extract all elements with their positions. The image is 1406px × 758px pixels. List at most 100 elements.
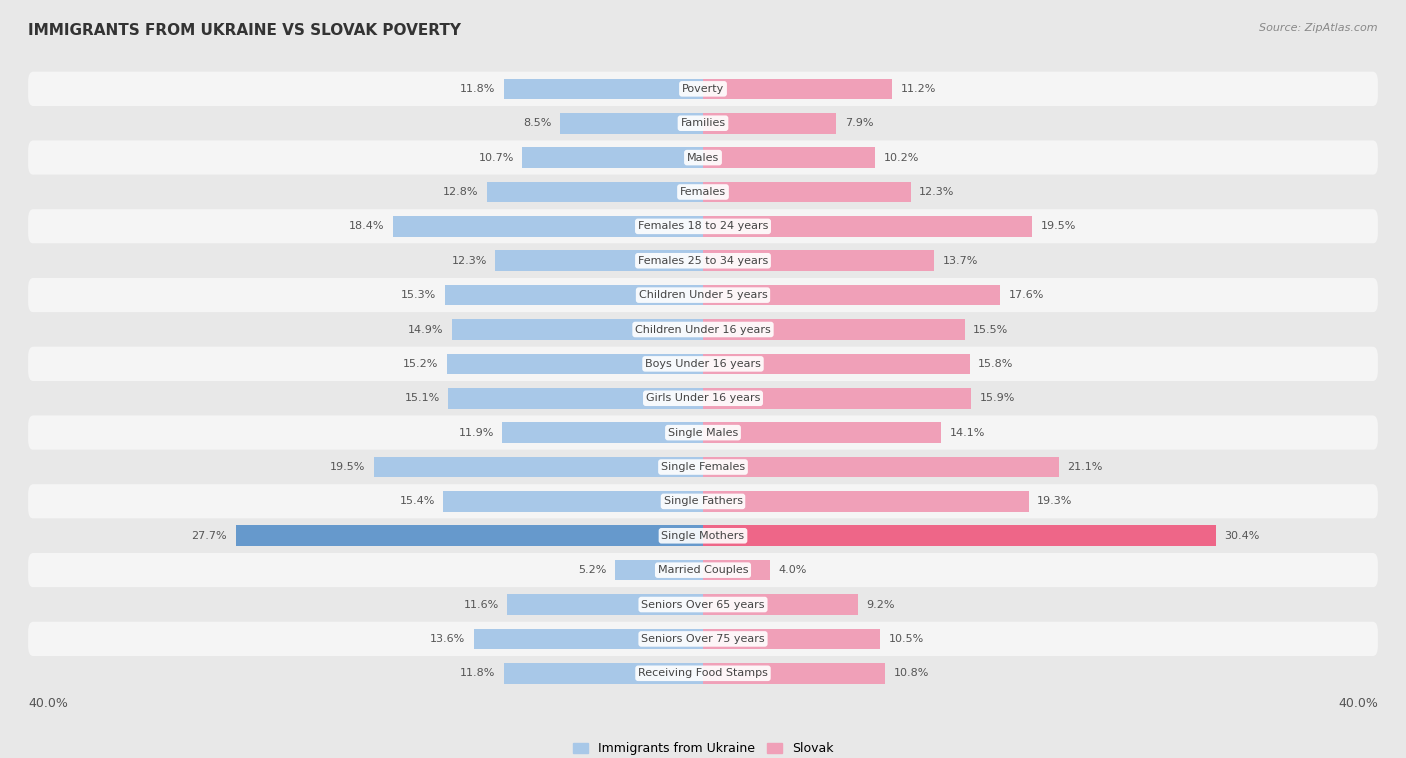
Text: Receiving Food Stamps: Receiving Food Stamps — [638, 669, 768, 678]
Text: Seniors Over 75 years: Seniors Over 75 years — [641, 634, 765, 644]
Text: 9.2%: 9.2% — [866, 600, 896, 609]
Text: 15.8%: 15.8% — [979, 359, 1014, 369]
Legend: Immigrants from Ukraine, Slovak: Immigrants from Ukraine, Slovak — [568, 738, 838, 758]
Text: 4.0%: 4.0% — [779, 565, 807, 575]
Text: 27.7%: 27.7% — [191, 531, 228, 540]
Text: 15.5%: 15.5% — [973, 324, 1008, 334]
FancyBboxPatch shape — [28, 312, 1378, 346]
Text: 14.1%: 14.1% — [949, 428, 984, 437]
Bar — [616, 560, 703, 581]
Text: 12.3%: 12.3% — [451, 255, 486, 266]
Bar — [523, 147, 703, 168]
Text: Single Fathers: Single Fathers — [664, 496, 742, 506]
FancyBboxPatch shape — [28, 209, 1378, 243]
Text: 15.9%: 15.9% — [980, 393, 1015, 403]
Text: 30.4%: 30.4% — [1225, 531, 1260, 540]
Text: 10.8%: 10.8% — [894, 669, 929, 678]
Bar — [503, 663, 703, 684]
Text: 11.8%: 11.8% — [460, 669, 495, 678]
FancyBboxPatch shape — [28, 449, 1378, 484]
Text: 5.2%: 5.2% — [578, 565, 607, 575]
Bar — [703, 525, 1216, 546]
Text: Children Under 16 years: Children Under 16 years — [636, 324, 770, 334]
Text: IMMIGRANTS FROM UKRAINE VS SLOVAK POVERTY: IMMIGRANTS FROM UKRAINE VS SLOVAK POVERT… — [28, 23, 461, 38]
Text: 7.9%: 7.9% — [845, 118, 873, 128]
FancyBboxPatch shape — [28, 243, 1378, 278]
Bar — [703, 491, 1029, 512]
Bar — [703, 594, 858, 615]
FancyBboxPatch shape — [28, 72, 1378, 106]
Bar — [486, 182, 703, 202]
Bar — [443, 491, 703, 512]
Bar — [508, 594, 703, 615]
Text: Single Males: Single Males — [668, 428, 738, 437]
FancyBboxPatch shape — [28, 484, 1378, 518]
FancyBboxPatch shape — [28, 381, 1378, 415]
Bar — [449, 388, 703, 409]
Text: Poverty: Poverty — [682, 84, 724, 94]
Text: Boys Under 16 years: Boys Under 16 years — [645, 359, 761, 369]
Text: Females 18 to 24 years: Females 18 to 24 years — [638, 221, 768, 231]
Text: 12.8%: 12.8% — [443, 187, 478, 197]
Bar — [703, 79, 891, 99]
FancyBboxPatch shape — [28, 415, 1378, 449]
Text: 15.2%: 15.2% — [402, 359, 439, 369]
Bar — [703, 319, 965, 340]
Text: 19.3%: 19.3% — [1038, 496, 1073, 506]
FancyBboxPatch shape — [28, 587, 1378, 622]
Text: 18.4%: 18.4% — [349, 221, 384, 231]
Text: 40.0%: 40.0% — [1339, 697, 1378, 709]
Bar — [495, 250, 703, 271]
Text: 15.4%: 15.4% — [399, 496, 434, 506]
FancyBboxPatch shape — [28, 622, 1378, 656]
Bar — [392, 216, 703, 236]
Text: Males: Males — [688, 152, 718, 163]
Bar — [703, 182, 911, 202]
Text: 10.7%: 10.7% — [478, 152, 515, 163]
FancyBboxPatch shape — [28, 656, 1378, 691]
Bar — [444, 285, 703, 305]
Text: 11.6%: 11.6% — [464, 600, 499, 609]
FancyBboxPatch shape — [28, 175, 1378, 209]
Text: 19.5%: 19.5% — [330, 462, 366, 472]
Bar — [703, 388, 972, 409]
Text: 12.3%: 12.3% — [920, 187, 955, 197]
Text: 15.3%: 15.3% — [401, 290, 436, 300]
Text: 11.2%: 11.2% — [900, 84, 936, 94]
Text: Source: ZipAtlas.com: Source: ZipAtlas.com — [1260, 23, 1378, 33]
Text: 17.6%: 17.6% — [1008, 290, 1043, 300]
Bar — [703, 353, 970, 374]
Bar — [703, 250, 934, 271]
Text: 11.8%: 11.8% — [460, 84, 495, 94]
Text: Families: Families — [681, 118, 725, 128]
Text: Seniors Over 65 years: Seniors Over 65 years — [641, 600, 765, 609]
Text: 15.1%: 15.1% — [405, 393, 440, 403]
Text: 11.9%: 11.9% — [458, 428, 494, 437]
Bar — [703, 147, 875, 168]
Bar — [703, 560, 770, 581]
Bar — [236, 525, 703, 546]
Text: Females: Females — [681, 187, 725, 197]
Text: 21.1%: 21.1% — [1067, 462, 1102, 472]
Text: 10.5%: 10.5% — [889, 634, 924, 644]
Bar — [374, 457, 703, 478]
Text: Girls Under 16 years: Girls Under 16 years — [645, 393, 761, 403]
Text: Single Mothers: Single Mothers — [661, 531, 745, 540]
Text: Married Couples: Married Couples — [658, 565, 748, 575]
Text: 8.5%: 8.5% — [523, 118, 551, 128]
Bar — [703, 422, 941, 443]
Text: 13.7%: 13.7% — [942, 255, 979, 266]
FancyBboxPatch shape — [28, 140, 1378, 175]
FancyBboxPatch shape — [28, 346, 1378, 381]
Text: 19.5%: 19.5% — [1040, 221, 1076, 231]
Bar — [703, 457, 1059, 478]
Text: Females 25 to 34 years: Females 25 to 34 years — [638, 255, 768, 266]
Bar — [703, 285, 1000, 305]
Text: Children Under 5 years: Children Under 5 years — [638, 290, 768, 300]
Bar — [502, 422, 703, 443]
Bar — [451, 319, 703, 340]
Bar — [703, 663, 886, 684]
FancyBboxPatch shape — [28, 278, 1378, 312]
Bar — [703, 113, 837, 133]
Bar — [447, 353, 703, 374]
